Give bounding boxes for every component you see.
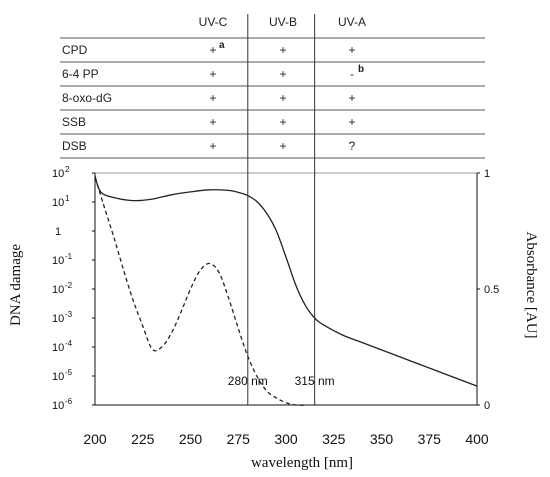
table-cell: + bbox=[279, 139, 286, 153]
table-cell: ? bbox=[349, 139, 356, 153]
y-left-tick-label: 10 bbox=[52, 342, 64, 354]
y-left-tick-label: 10 bbox=[52, 197, 64, 209]
series-dashed-line bbox=[94, 177, 306, 406]
chart: 280 nm 315 nm 200 225 250 275 300 325 350 375 400… bbox=[8, 14, 539, 471]
x-axis-label: wavelength [nm] bbox=[251, 455, 353, 471]
y-left-tick-exponent: -5 bbox=[65, 368, 73, 377]
y-left-tick-exponent: 1 bbox=[65, 194, 70, 203]
marker-label-315: 315 nm bbox=[295, 374, 335, 388]
table-cell: + bbox=[209, 91, 216, 105]
y-left-tick-label: 10 bbox=[52, 313, 64, 325]
table-cell: + bbox=[348, 91, 355, 105]
x-tick-label: 325 bbox=[322, 431, 346, 447]
table-cell: + bbox=[279, 43, 286, 57]
col-header-uvc: UV-C bbox=[199, 15, 228, 29]
table-cell: + bbox=[348, 43, 355, 57]
row-label: 6-4 PP bbox=[62, 67, 99, 81]
y-left-tick-label: 10 bbox=[52, 284, 64, 296]
table-cell: + bbox=[279, 115, 286, 129]
x-tick-label: 275 bbox=[227, 431, 251, 447]
table-cell: + bbox=[279, 91, 286, 105]
y-axis-label-right: Absorbance [AU] bbox=[523, 231, 539, 338]
table-cell: + bbox=[348, 115, 355, 129]
row-label: 8-oxo-dG bbox=[62, 91, 112, 105]
x-tick-label: 200 bbox=[83, 431, 107, 447]
x-tick-label: 300 bbox=[274, 431, 298, 447]
table-cell: + bbox=[279, 67, 286, 81]
row-label: SSB bbox=[62, 115, 86, 129]
y-left-tick-exponent: -2 bbox=[65, 281, 73, 290]
col-header-uva: UV-A bbox=[338, 15, 366, 29]
x-tick-label: 375 bbox=[418, 431, 442, 447]
y-right-tick-label: 0.5 bbox=[484, 284, 499, 296]
y-left-tick-exponent: -4 bbox=[65, 339, 73, 348]
y-left-tick-label: 10 bbox=[52, 400, 64, 412]
table-cell: + bbox=[209, 67, 216, 81]
y-left-tick-label: 1 bbox=[55, 226, 61, 238]
damage-table: UV-C UV-B UV-A CPD + a + +6-4 PP + + - b8-oxo-dG… bbox=[60, 15, 485, 159]
y-left-tick-exponent: -3 bbox=[65, 310, 73, 319]
x-tick-label: 225 bbox=[131, 431, 155, 447]
row-label: CPD bbox=[62, 43, 88, 57]
y-left-tick-exponent: -6 bbox=[65, 397, 73, 406]
y-left-tick-exponent: 2 bbox=[65, 165, 70, 174]
y-left-tick-label: 10 bbox=[52, 168, 64, 180]
y-left-tick-exponent: -1 bbox=[65, 252, 73, 261]
table-cell: + bbox=[209, 115, 216, 129]
table-cell: + bbox=[209, 43, 216, 57]
x-tick-label: 350 bbox=[370, 431, 394, 447]
table-cell: + bbox=[209, 139, 216, 153]
footnote-mark: a bbox=[219, 40, 225, 51]
y-axis-label-left: DNA damage bbox=[8, 244, 24, 326]
row-label: DSB bbox=[62, 139, 87, 153]
y-left-tick-label: 10 bbox=[52, 371, 64, 383]
y-right-tick-label: 1 bbox=[484, 168, 490, 180]
y-left-tick-label: 10 bbox=[52, 255, 64, 267]
x-tick-label: 400 bbox=[465, 431, 489, 447]
col-header-uvb: UV-B bbox=[269, 15, 297, 29]
table-cell: - bbox=[350, 67, 354, 81]
series-solid-line bbox=[94, 175, 478, 387]
y-right-tick-label: 0 bbox=[484, 400, 490, 412]
marker-label-280: 280 nm bbox=[228, 374, 268, 388]
x-tick-label: 250 bbox=[179, 431, 203, 447]
footnote-mark: b bbox=[358, 64, 364, 75]
